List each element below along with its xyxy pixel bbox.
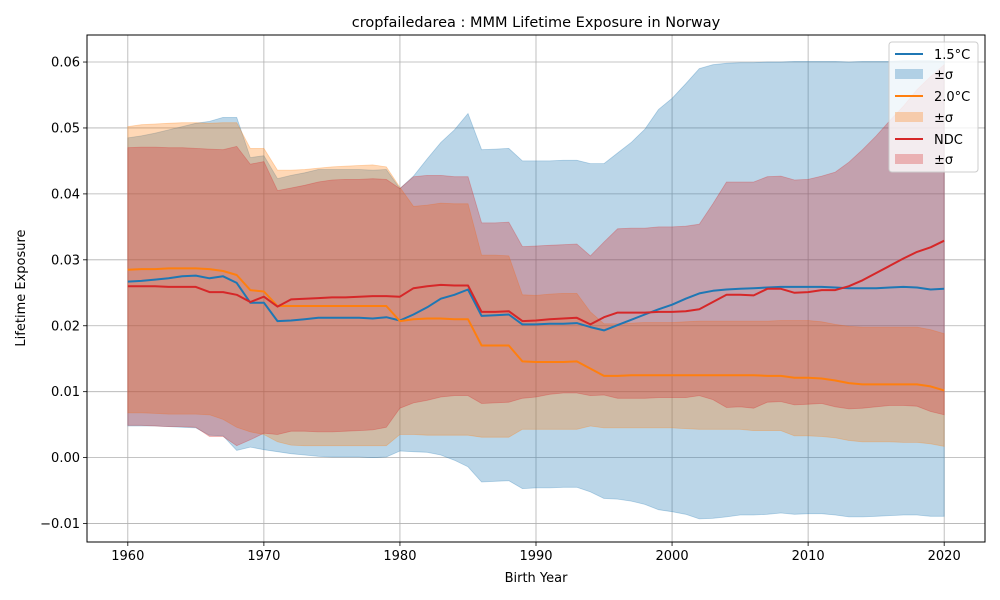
y-tick-label: 0.06 (51, 56, 80, 71)
band-s20 (127, 122, 945, 447)
x-tick-label: 1990 (519, 549, 552, 564)
legend-label-ndc: NDC (934, 133, 963, 148)
chart-title: cropfailedarea : MMM Lifetime Exposure i… (352, 15, 721, 31)
line-s20 (127, 267, 945, 392)
x-axis-label: Birth Year (505, 571, 569, 586)
y-tick-label: 0.04 (51, 187, 80, 202)
y-tick-label: 0.02 (51, 319, 80, 334)
line-s15 (127, 274, 945, 332)
y-tick-label: −0.01 (40, 517, 80, 532)
y-tick-label: 0.03 (51, 253, 80, 268)
series-lines (127, 239, 945, 392)
legend-label-2p0-band: ±σ (934, 111, 953, 126)
x-tick-label: 2010 (792, 549, 825, 564)
x-tick-label: 1970 (247, 549, 280, 564)
line-ndc (127, 239, 945, 326)
x-tick-label: 2020 (928, 549, 961, 564)
legend: 1.5°C ±σ 2.0°C ±σ NDC ±σ (888, 41, 979, 173)
y-tick-label: 0.05 (51, 121, 80, 136)
legend-label-2p0: 2.0°C (934, 90, 970, 105)
legend-swatch-ndc-band (895, 154, 923, 164)
y-axis-label: Lifetime Exposure (14, 229, 29, 346)
band-ndc (127, 63, 945, 447)
legend-swatch-1p5-band (895, 69, 923, 79)
legend-swatch-2p0-band (895, 112, 923, 122)
legend-label-1p5-band: ±σ (934, 68, 953, 83)
axis-ticks: 1960 1970 1980 1990 2000 2010 2020 −0.01 0.00 0.0… (40, 56, 961, 564)
band-s15 (127, 60, 945, 520)
y-tick-label: 0.01 (51, 385, 80, 400)
x-tick-label: 1980 (383, 549, 416, 564)
grid (87, 35, 985, 542)
x-tick-label: 2000 (656, 549, 689, 564)
uncertainty-bands (127, 60, 945, 520)
x-tick-label: 1960 (111, 549, 144, 564)
legend-label-1p5: 1.5°C (934, 48, 970, 63)
y-tick-label: 0.00 (51, 451, 80, 466)
legend-label-ndc-band: ±σ (934, 153, 953, 168)
